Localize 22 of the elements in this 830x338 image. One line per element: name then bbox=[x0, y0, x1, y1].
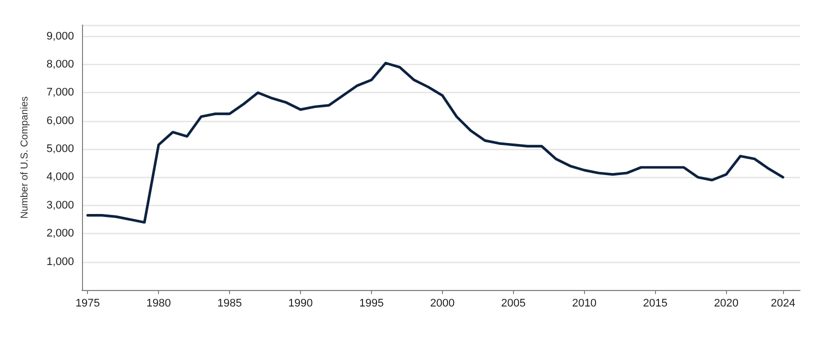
x-tick-label: 1995 bbox=[359, 298, 384, 310]
x-tick-label: 2000 bbox=[430, 298, 455, 310]
y-tick-label: 1,000 bbox=[46, 256, 74, 268]
y-tick-label: 4,000 bbox=[46, 171, 74, 184]
line-series bbox=[86, 62, 784, 224]
y-tick-label: 3,000 bbox=[46, 199, 74, 212]
y-tick-label: 7,000 bbox=[46, 86, 74, 99]
x-tick-label: 2024 bbox=[770, 298, 796, 310]
y-tick-label: 6,000 bbox=[46, 114, 74, 127]
x-tick-label: 2010 bbox=[572, 298, 597, 310]
x-tick-label: 2015 bbox=[643, 298, 668, 310]
x-tick-label: 1980 bbox=[146, 298, 171, 310]
y-tick-label: 8,000 bbox=[46, 58, 74, 70]
x-tick-label: 1975 bbox=[75, 298, 100, 310]
x-tick-label: 1985 bbox=[217, 298, 242, 310]
y-tick-label: 2,000 bbox=[46, 228, 74, 240]
x-tick-label: 1990 bbox=[288, 298, 313, 310]
y-axis-title: Number of U.S. Companies bbox=[20, 96, 30, 219]
y-tick-label: 5,000 bbox=[46, 143, 74, 156]
y-tick-label: 9,000 bbox=[46, 30, 74, 42]
x-tick-label: 2005 bbox=[501, 298, 526, 310]
x-tick-label: 2020 bbox=[714, 298, 738, 310]
